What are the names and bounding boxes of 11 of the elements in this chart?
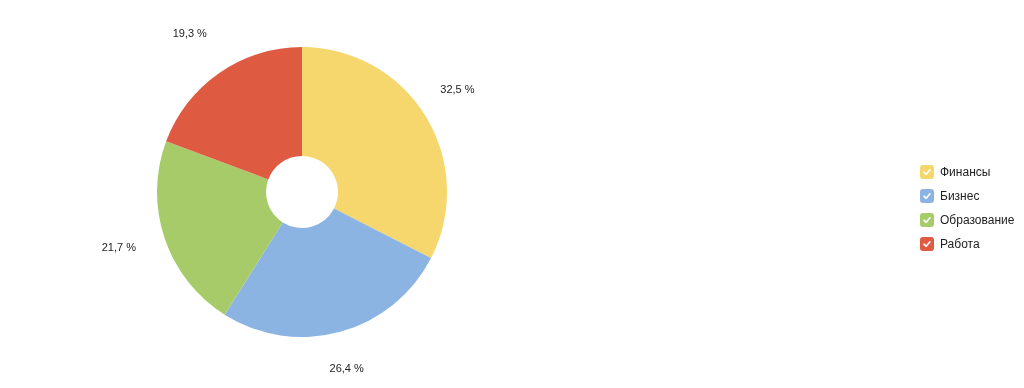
data-label: 21,7 % (101, 241, 137, 254)
data-label: 19,3 % (172, 26, 208, 39)
donut-slice (157, 141, 283, 315)
legend-label: Образование (940, 213, 1015, 227)
legend-label: Бизнес (940, 189, 980, 203)
donut-slice (224, 208, 432, 337)
donut-slice (166, 47, 302, 180)
legend-label: Финансы (940, 165, 991, 179)
data-label: 32,5 % (440, 82, 475, 95)
legend-label: Работа (940, 237, 980, 251)
data-label: 26,4 % (329, 362, 364, 375)
